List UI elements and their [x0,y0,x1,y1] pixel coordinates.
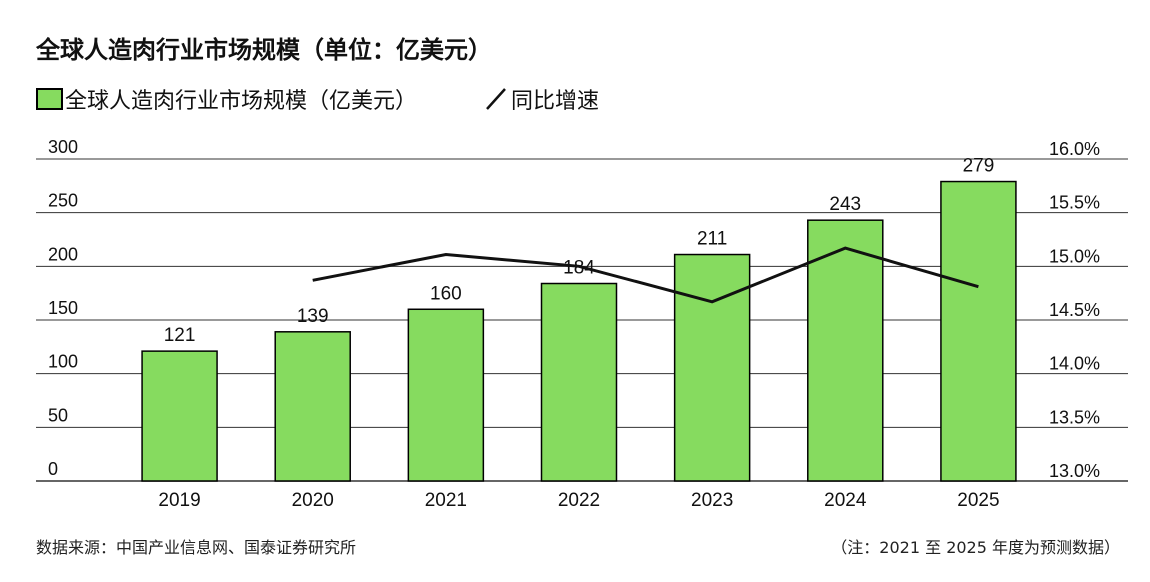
legend: 全球人造肉行业市场规模（亿美元） 同比增速 [36,84,599,114]
bar [940,180,1017,482]
x-tick-label: 2025 [957,490,999,511]
x-tick-label: 2020 [292,490,334,511]
y-right-tick-label: 13.0% [1049,461,1100,481]
bar-data-label: 279 [963,156,995,177]
growth-rate-line [312,246,979,304]
y-right-tick-label: 13.5% [1049,407,1100,427]
x-tick-label: 2022 [558,490,600,511]
bar [141,350,218,482]
chart-title: 全球人造肉行业市场规模（单位：亿美元） [36,36,492,64]
y-left-tick-label: 150 [48,298,78,318]
bar [540,282,618,482]
bar [807,219,884,482]
y-right-tick-label: 16.0% [1049,139,1100,159]
legend-bar-swatch [36,88,63,110]
bar-data-label: 139 [297,306,329,327]
y-right-tick-label: 15.0% [1049,246,1100,266]
y-right-tick-label: 15.5% [1049,193,1100,213]
y-left-tick-label: 50 [48,405,68,425]
y-left-tick-label: 200 [48,244,78,264]
bar [274,331,351,482]
x-tick-label: 2023 [691,490,733,511]
bar-data-label: 211 [697,229,727,250]
source-note: 数据来源：中国产业信息网、国泰证券研究所 [36,538,357,557]
legend-bar-label: 全球人造肉行业市场规模（亿美元） [65,89,418,114]
y-left-tick-label: 100 [48,352,78,372]
x-tick-label: 2021 [425,490,467,511]
y-right-tick-label: 14.0% [1049,354,1100,374]
bar-data-label: 243 [829,194,861,215]
legend-line-label: 同比增速 [511,89,600,114]
x-tick-label: 2019 [158,490,200,511]
y-left-tick-label: 0 [48,459,58,479]
x-tick-label: 2024 [824,490,867,511]
bar-data-label: 121 [164,325,196,346]
y-left-tick-label: 300 [48,137,78,157]
y-right-tick-label: 14.5% [1049,300,1100,320]
bar [407,308,485,482]
bar [673,253,751,482]
y-left-tick-label: 250 [48,191,78,211]
forecast-note: （注：2021 至 2025 年度为预测数据） [831,538,1120,557]
legend-line-icon [483,86,509,112]
bar-data-label: 184 [563,258,595,279]
bar-data-label: 160 [430,283,462,304]
